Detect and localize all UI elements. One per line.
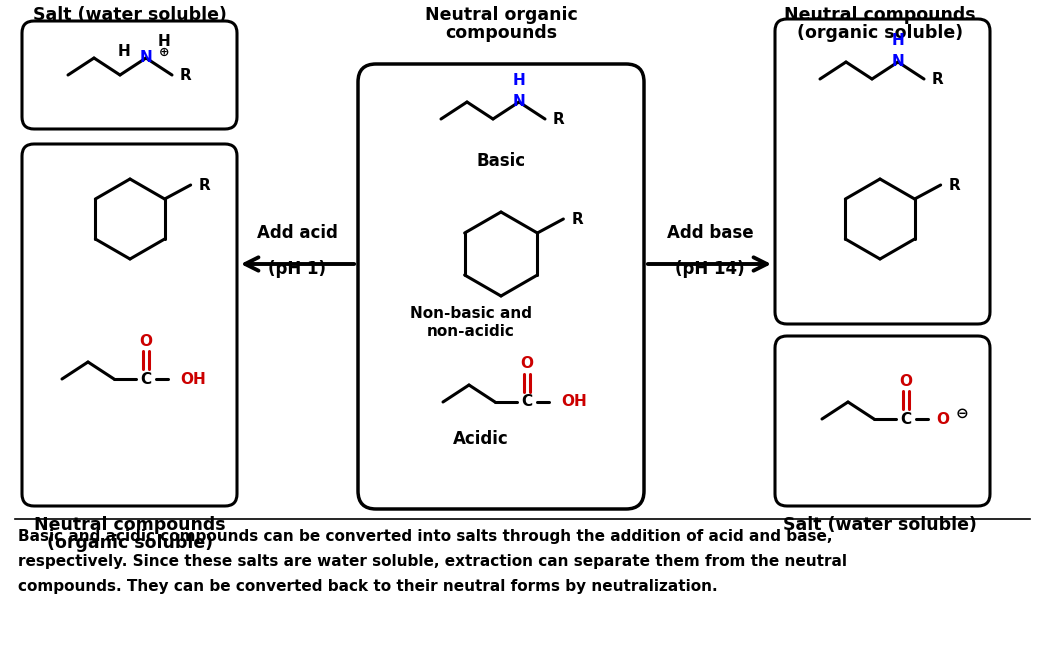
- Text: C: C: [900, 411, 912, 426]
- Text: non-acidic: non-acidic: [427, 324, 515, 339]
- Text: respectively. Since these salts are water soluble, extraction can separate them : respectively. Since these salts are wate…: [18, 554, 847, 569]
- Text: Add acid: Add acid: [256, 224, 338, 242]
- Text: Basic: Basic: [476, 152, 525, 170]
- Text: ⊖: ⊖: [956, 405, 968, 421]
- Text: R: R: [932, 71, 944, 86]
- Text: O: O: [936, 411, 949, 426]
- Text: R: R: [199, 177, 210, 192]
- Text: OH: OH: [561, 394, 587, 409]
- Text: N: N: [513, 94, 525, 109]
- Text: C: C: [521, 394, 532, 409]
- FancyBboxPatch shape: [775, 19, 990, 324]
- FancyBboxPatch shape: [22, 21, 237, 129]
- Text: Non-basic and: Non-basic and: [410, 306, 532, 321]
- Text: compounds. They can be converted back to their neutral forms by neutralization.: compounds. They can be converted back to…: [18, 579, 718, 594]
- Text: (organic soluble): (organic soluble): [797, 24, 963, 42]
- Text: N: N: [892, 54, 904, 69]
- FancyBboxPatch shape: [22, 144, 237, 506]
- Text: Neutral compounds: Neutral compounds: [34, 516, 226, 534]
- Text: Basic and acidic compounds can be converted into salts through the addition of a: Basic and acidic compounds can be conver…: [18, 529, 833, 544]
- Text: OH: OH: [180, 371, 205, 387]
- Text: (organic soluble): (organic soluble): [47, 534, 213, 552]
- Text: O: O: [140, 334, 152, 349]
- FancyBboxPatch shape: [775, 336, 990, 506]
- Text: H: H: [157, 35, 171, 50]
- FancyBboxPatch shape: [358, 64, 644, 509]
- Text: Salt (water soluble): Salt (water soluble): [33, 6, 227, 24]
- Text: R: R: [553, 111, 565, 126]
- Text: (pH 14): (pH 14): [675, 260, 745, 278]
- Text: H: H: [118, 44, 130, 60]
- Text: Neutral organic: Neutral organic: [425, 6, 577, 24]
- Text: (pH 1): (pH 1): [268, 260, 326, 278]
- Text: ⊕: ⊕: [158, 46, 169, 58]
- Text: R: R: [571, 211, 584, 226]
- Text: H: H: [513, 73, 525, 88]
- Text: R: R: [180, 67, 192, 82]
- Text: O: O: [521, 356, 534, 371]
- Text: O: O: [899, 373, 913, 388]
- Text: H: H: [892, 33, 904, 48]
- Text: N: N: [140, 50, 152, 65]
- Text: R: R: [948, 177, 961, 192]
- Text: compounds: compounds: [445, 24, 557, 42]
- Text: Add base: Add base: [667, 224, 753, 242]
- Text: Neutral compounds: Neutral compounds: [785, 6, 975, 24]
- Text: C: C: [141, 371, 151, 387]
- Text: Acidic: Acidic: [453, 430, 508, 448]
- Text: Salt (water soluble): Salt (water soluble): [783, 516, 977, 534]
